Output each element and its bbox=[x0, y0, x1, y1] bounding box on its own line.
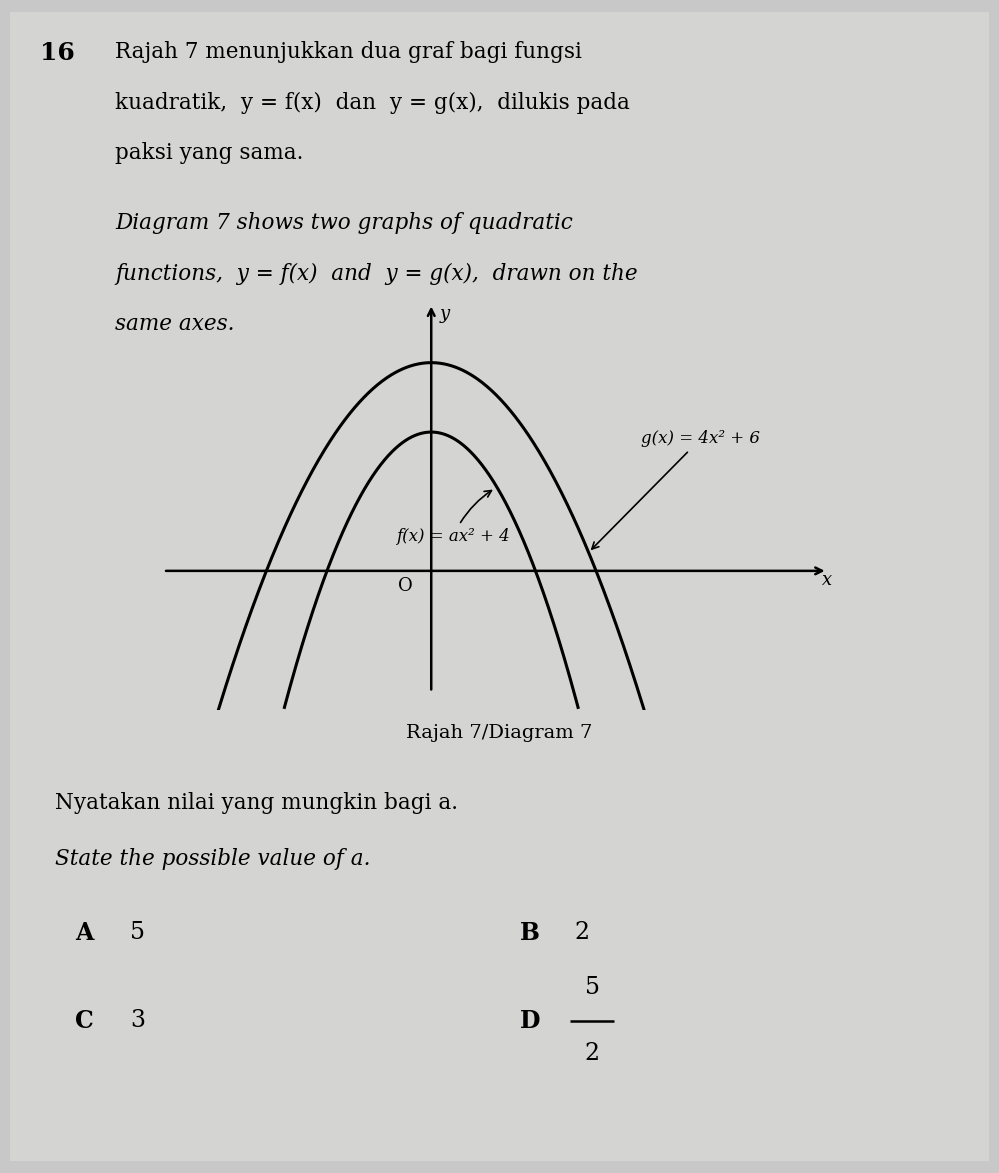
Text: x: x bbox=[821, 570, 832, 589]
Text: 5: 5 bbox=[130, 921, 145, 944]
Text: y: y bbox=[441, 305, 451, 324]
Text: A: A bbox=[75, 921, 93, 944]
Text: Rajah 7/Diagram 7: Rajah 7/Diagram 7 bbox=[407, 724, 592, 743]
Text: g(x) = 4x² + 6: g(x) = 4x² + 6 bbox=[591, 430, 760, 549]
Text: Nyatakan nilai yang mungkin bagi a.: Nyatakan nilai yang mungkin bagi a. bbox=[55, 792, 458, 814]
Text: C: C bbox=[75, 1009, 94, 1032]
Text: 2: 2 bbox=[584, 1042, 600, 1065]
Text: 2: 2 bbox=[574, 921, 589, 944]
Text: O: O bbox=[399, 577, 413, 596]
Text: Diagram 7 shows two graphs of quadratic: Diagram 7 shows two graphs of quadratic bbox=[115, 212, 572, 235]
Text: Rajah 7 menunjukkan dua graf bagi fungsi: Rajah 7 menunjukkan dua graf bagi fungsi bbox=[115, 41, 581, 63]
Text: State the possible value of a.: State the possible value of a. bbox=[55, 848, 371, 870]
Text: f(x) = ax² + 4: f(x) = ax² + 4 bbox=[397, 490, 510, 544]
Text: functions,  y = f(x)  and  y = g(x),  drawn on the: functions, y = f(x) and y = g(x), drawn … bbox=[115, 263, 637, 285]
Text: B: B bbox=[519, 921, 539, 944]
Text: 5: 5 bbox=[584, 976, 600, 999]
Text: same axes.: same axes. bbox=[115, 313, 235, 335]
Text: 3: 3 bbox=[130, 1009, 145, 1032]
Text: D: D bbox=[519, 1009, 540, 1032]
Text: kuadratik,  y = f(x)  dan  y = g(x),  dilukis pada: kuadratik, y = f(x) dan y = g(x), diluki… bbox=[115, 91, 629, 114]
Text: 16: 16 bbox=[40, 41, 75, 65]
Text: paksi yang sama.: paksi yang sama. bbox=[115, 142, 304, 164]
